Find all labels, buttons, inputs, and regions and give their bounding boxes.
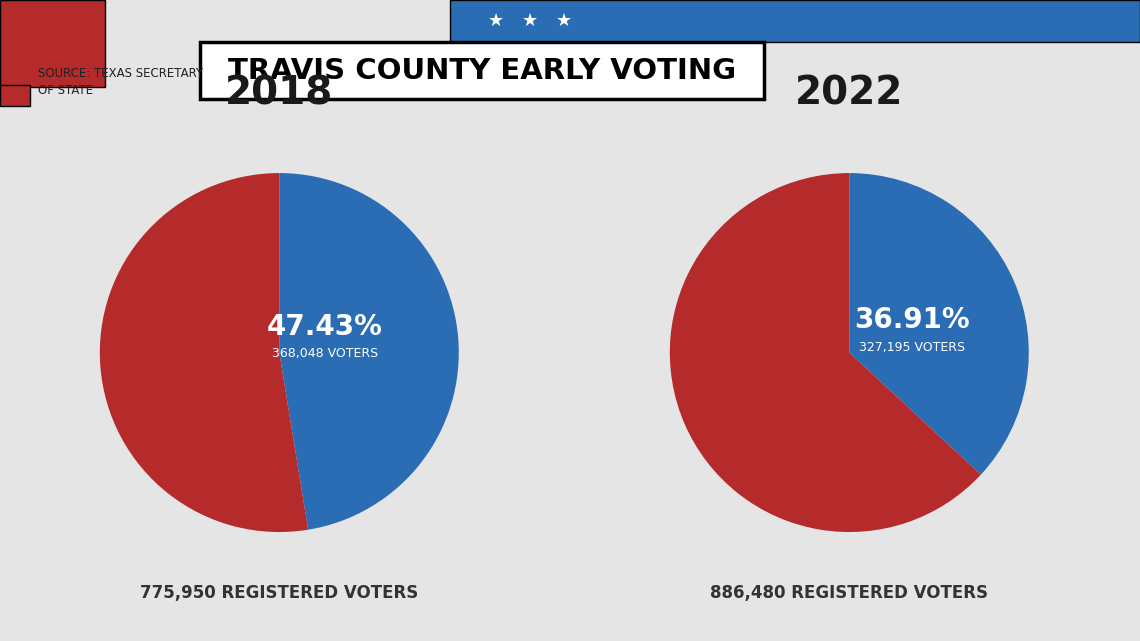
Wedge shape [849,173,1028,475]
Text: 327,195 VOTERS: 327,195 VOTERS [860,341,964,354]
Text: 886,480 REGISTERED VOTERS: 886,480 REGISTERED VOTERS [710,584,988,602]
Text: 2022: 2022 [795,74,904,112]
Text: 775,950 REGISTERED VOTERS: 775,950 REGISTERED VOTERS [140,584,418,602]
FancyBboxPatch shape [0,85,30,106]
FancyBboxPatch shape [450,0,1140,42]
Text: 36.91%: 36.91% [854,306,970,335]
Text: ★: ★ [522,12,538,30]
Text: 368,048 VOTERS: 368,048 VOTERS [271,347,378,360]
Text: 47.43%: 47.43% [267,313,383,341]
Text: TRAVIS COUNTY EARLY VOTING: TRAVIS COUNTY EARLY VOTING [228,56,735,85]
Wedge shape [670,173,980,532]
Text: 2018: 2018 [226,74,333,112]
Text: ★: ★ [556,12,572,30]
Wedge shape [100,173,308,532]
Text: ★: ★ [488,12,504,30]
FancyBboxPatch shape [0,0,105,87]
FancyBboxPatch shape [200,42,764,99]
Text: SOURCE: TEXAS SECRETARY
OF STATE: SOURCE: TEXAS SECRETARY OF STATE [38,67,203,97]
Wedge shape [279,173,458,529]
